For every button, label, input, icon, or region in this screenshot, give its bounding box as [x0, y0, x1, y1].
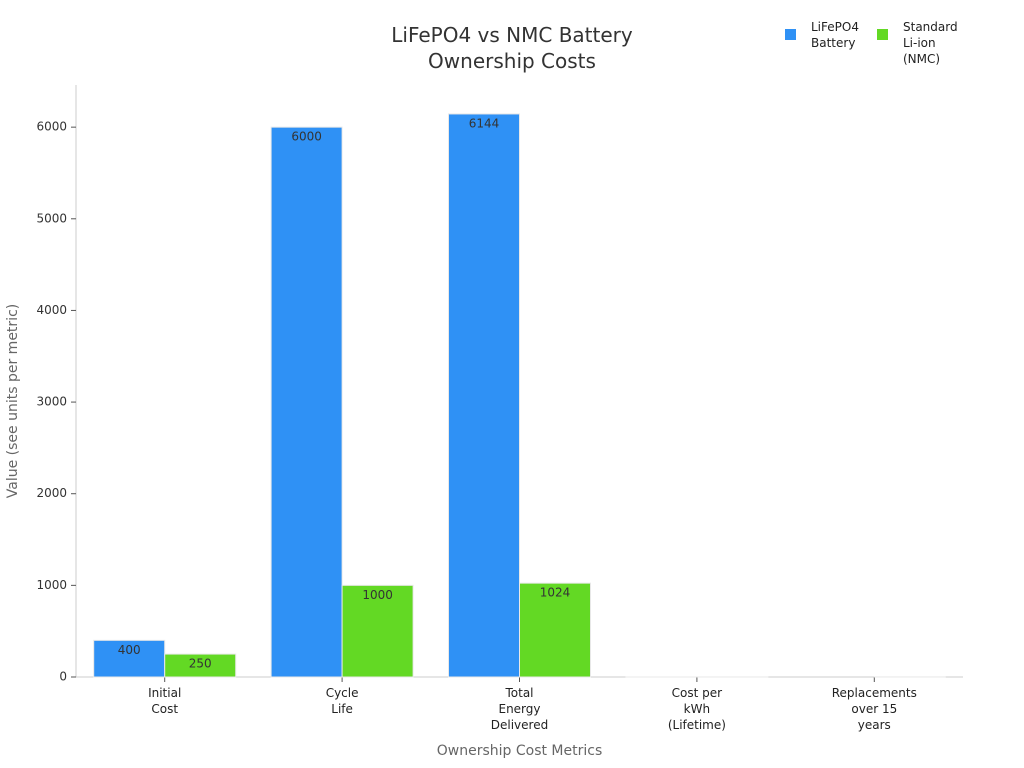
x-tick-label: Cycle Life	[325, 686, 359, 716]
chart-title: LiFePO4 vs NMC Battery Ownership Costs	[391, 23, 633, 73]
bar	[164, 653, 237, 678]
bar	[448, 113, 520, 678]
legend-label: LiFePO4 Battery	[811, 20, 859, 50]
y-tick-label: 6000	[36, 120, 67, 134]
y-tick-label: 3000	[36, 395, 67, 409]
y-tick-label: 2000	[36, 486, 67, 500]
bar	[519, 582, 591, 678]
x-tick-label: Cost per kWh (Lifetime)	[667, 686, 726, 732]
y-tick-label: 0	[59, 670, 67, 684]
legend-swatch	[877, 29, 888, 40]
x-tick-label: Total Energy Delivered	[490, 686, 549, 732]
x-axis-label: Ownership Cost Metrics	[437, 743, 603, 759]
data-label: 6144	[469, 116, 500, 130]
legend-label: Standard Li-ion (NMC)	[903, 20, 958, 66]
data-label: 250	[189, 657, 212, 671]
data-label: 1024	[540, 586, 571, 600]
data-label: 1000	[362, 588, 393, 602]
bar	[341, 584, 414, 678]
y-tick-label: 5000	[36, 211, 67, 225]
x-tick-label: Replacements over 15 years	[831, 686, 917, 732]
data-label: 400	[118, 643, 141, 657]
y-tick-label: 1000	[36, 578, 67, 592]
data-label: 6000	[291, 130, 322, 144]
legend-swatch	[785, 29, 796, 40]
y-tick-label: 4000	[36, 303, 67, 317]
x-tick-label: Initial Cost	[148, 686, 182, 716]
y-axis-label: Value (see units per metric)	[5, 304, 21, 498]
bar	[270, 126, 343, 678]
